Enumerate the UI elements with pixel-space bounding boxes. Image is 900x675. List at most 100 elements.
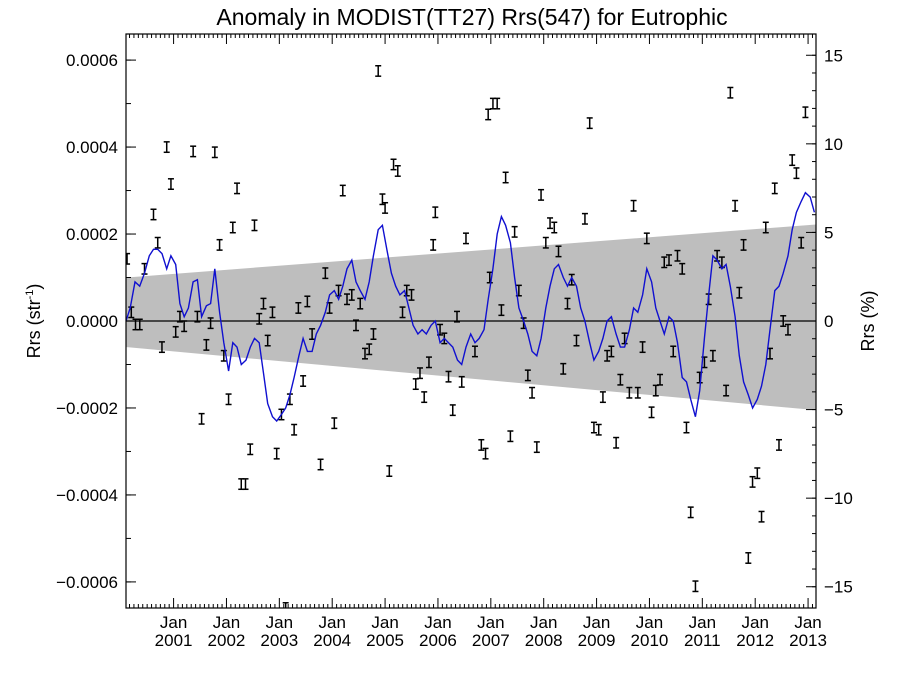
data-point	[251, 219, 258, 232]
data-point	[613, 436, 620, 449]
data-point	[758, 510, 765, 523]
x-tick-label-month: Jan	[689, 613, 716, 632]
data-point	[264, 334, 271, 347]
x-tick-label-year: 2003	[260, 631, 298, 650]
data-point	[256, 312, 263, 325]
data-point	[529, 386, 536, 399]
data-point	[780, 315, 787, 327]
data-point	[357, 297, 364, 310]
data-point	[375, 64, 382, 77]
data-point	[502, 171, 509, 184]
data-point	[771, 182, 778, 195]
plot-area	[126, 64, 816, 608]
y-tick-label-right: 0	[824, 312, 833, 331]
data-point	[604, 349, 611, 362]
data-point	[551, 221, 558, 234]
data-point	[626, 386, 633, 399]
data-point	[538, 188, 545, 201]
data-point	[394, 165, 401, 177]
data-point	[648, 406, 655, 419]
data-point	[793, 167, 800, 180]
x-tick-label-year: 2004	[313, 631, 351, 650]
data-point	[390, 158, 397, 171]
data-point	[683, 421, 690, 434]
x-tick-label-month: Jan	[318, 613, 345, 632]
data-point	[745, 552, 752, 564]
data-point	[643, 232, 650, 245]
x-tick-label-year: 2005	[366, 631, 404, 650]
x-tick-label-month: Jan	[477, 613, 504, 632]
data-point	[408, 288, 415, 301]
data-point	[586, 117, 593, 130]
data-point	[498, 304, 505, 317]
data-point	[126, 252, 131, 265]
data-point	[661, 256, 668, 269]
y-tick-label-right: 15	[824, 46, 843, 65]
data-point	[581, 212, 588, 225]
data-point	[478, 438, 485, 451]
data-point	[260, 297, 267, 310]
x-tick-label-month: Jan	[371, 613, 398, 632]
data-point	[453, 310, 460, 323]
data-point	[674, 249, 681, 262]
data-point	[229, 221, 236, 234]
data-point	[511, 225, 518, 238]
data-point	[630, 199, 637, 212]
data-point	[348, 288, 355, 301]
data-point	[449, 404, 456, 417]
data-point	[203, 338, 210, 351]
data-point	[353, 319, 359, 332]
data-point	[425, 356, 432, 369]
data-point	[273, 447, 280, 460]
data-point	[621, 332, 628, 345]
smoothed-series-line	[126, 191, 816, 423]
data-point	[727, 86, 734, 99]
data-point	[331, 417, 338, 430]
data-point	[382, 201, 389, 214]
data-point	[494, 97, 501, 110]
x-tick-label-year: 2006	[419, 631, 457, 650]
data-point	[386, 465, 393, 477]
x-tick-label-month: Jan	[266, 613, 293, 632]
data-point	[564, 297, 571, 310]
data-point	[128, 306, 135, 319]
data-point	[421, 391, 428, 404]
data-point	[370, 328, 377, 341]
data-point	[150, 208, 157, 221]
data-point	[163, 141, 170, 154]
left-y-axis: 0.0006 0.0004 0.0002 0.0000 −0.0002 −0.0004 −0…	[56, 51, 136, 592]
data-point	[798, 236, 805, 249]
data-point	[573, 334, 580, 347]
data-point	[238, 478, 245, 491]
data-point	[247, 443, 254, 456]
data-point	[282, 602, 289, 608]
data-point	[482, 447, 489, 460]
data-point	[300, 375, 307, 387]
data-point	[533, 441, 540, 454]
x-tick-label-year: 2012	[736, 631, 774, 650]
data-point	[524, 369, 531, 382]
x-tick-label-month: Jan	[213, 613, 240, 632]
data-point	[445, 370, 452, 383]
data-point	[590, 421, 597, 434]
data-point	[136, 318, 143, 331]
data-point	[190, 145, 197, 158]
data-point	[403, 284, 410, 297]
data-point	[560, 362, 567, 375]
data-point	[304, 295, 311, 308]
x-tick-label-month: Jan	[794, 613, 821, 632]
y-tick-label-left: 0.0004	[66, 138, 118, 157]
data-point	[775, 438, 782, 451]
data-point	[547, 217, 554, 230]
data-point	[507, 430, 514, 443]
data-point	[198, 412, 205, 425]
x-tick-label-month: Jan	[424, 613, 451, 632]
data-point	[366, 343, 373, 356]
data-point	[666, 254, 673, 267]
right-y-axis: 15 10 5 0 −5 −10 −15	[806, 46, 853, 597]
data-point	[269, 306, 276, 319]
data-point	[291, 423, 298, 436]
y-tick-label-left: −0.0004	[56, 486, 118, 505]
confidence-band	[126, 224, 816, 411]
